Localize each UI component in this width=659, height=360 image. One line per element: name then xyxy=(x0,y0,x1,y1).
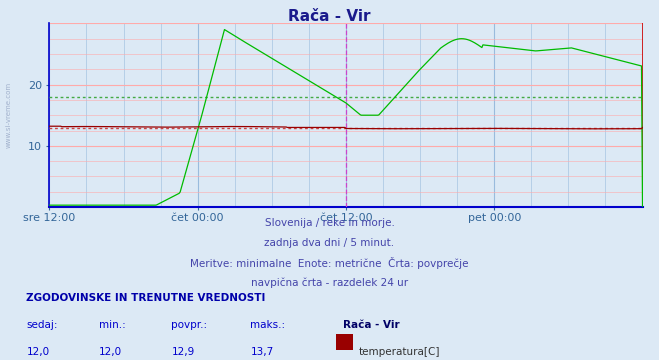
Text: sedaj:: sedaj: xyxy=(26,320,58,330)
Text: temperatura[C]: temperatura[C] xyxy=(359,347,441,357)
Text: 12,0: 12,0 xyxy=(99,347,122,357)
Text: 12,9: 12,9 xyxy=(171,347,194,357)
Text: ZGODOVINSKE IN TRENUTNE VREDNOSTI: ZGODOVINSKE IN TRENUTNE VREDNOSTI xyxy=(26,293,266,303)
Text: povpr.:: povpr.: xyxy=(171,320,208,330)
Text: Slovenija / reke in morje.: Slovenija / reke in morje. xyxy=(264,218,395,228)
Text: maks.:: maks.: xyxy=(250,320,285,330)
Text: Meritve: minimalne  Enote: metrične  Črta: povprečje: Meritve: minimalne Enote: metrične Črta:… xyxy=(190,257,469,269)
Text: 13,7: 13,7 xyxy=(250,347,273,357)
Text: navpična črta - razdelek 24 ur: navpična črta - razdelek 24 ur xyxy=(251,277,408,288)
Text: Rača - Vir: Rača - Vir xyxy=(343,320,399,330)
Text: 12,0: 12,0 xyxy=(26,347,49,357)
Text: Rača - Vir: Rača - Vir xyxy=(288,9,371,24)
Text: zadnja dva dni / 5 minut.: zadnja dva dni / 5 minut. xyxy=(264,238,395,248)
Text: www.si-vreme.com: www.si-vreme.com xyxy=(5,82,12,148)
Text: min.:: min.: xyxy=(99,320,126,330)
